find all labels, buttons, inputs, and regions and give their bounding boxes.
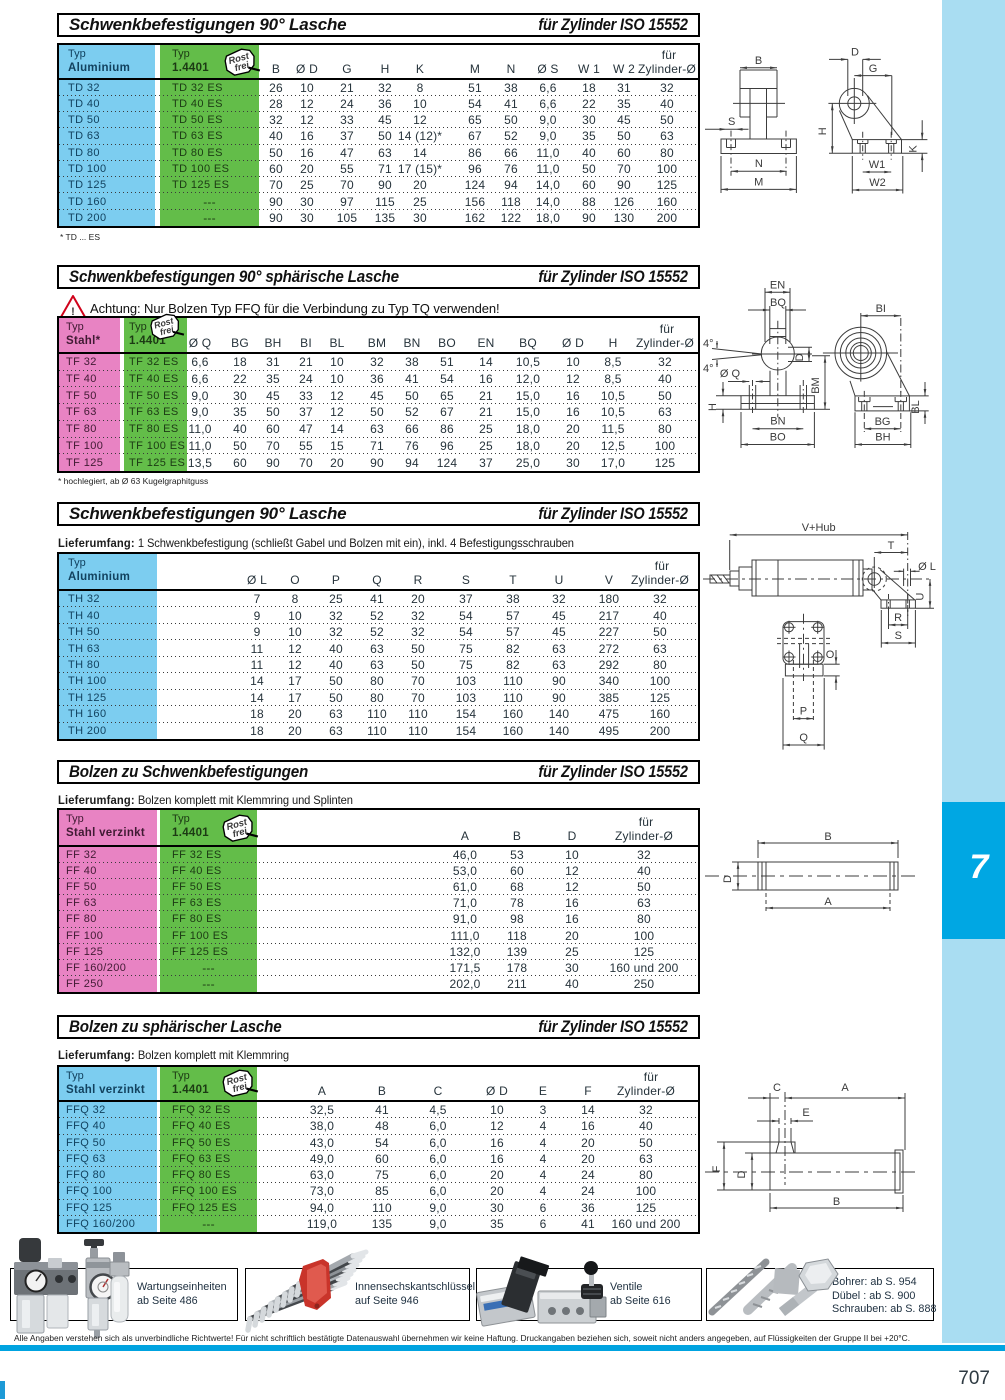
svg-text:U: U bbox=[915, 593, 927, 601]
svg-text:F: F bbox=[711, 1165, 723, 1172]
svg-text:M: M bbox=[754, 177, 763, 189]
svg-text:N: N bbox=[755, 158, 763, 170]
svg-text:BN: BN bbox=[770, 416, 785, 428]
svg-text:EN: EN bbox=[770, 280, 785, 292]
svg-text:4°: 4° bbox=[703, 363, 714, 375]
svg-text:C: C bbox=[773, 1082, 781, 1094]
svg-text:BL: BL bbox=[910, 400, 922, 413]
svg-text:S: S bbox=[728, 116, 735, 128]
svg-text:frei: frei bbox=[231, 825, 248, 839]
svg-text:H: H bbox=[707, 403, 719, 411]
svg-text:R: R bbox=[894, 612, 902, 624]
svg-text:W2: W2 bbox=[869, 177, 886, 189]
svg-text:BI: BI bbox=[876, 303, 886, 315]
svg-text:A: A bbox=[841, 1082, 849, 1094]
svg-text:frei: frei bbox=[233, 59, 250, 73]
svg-text:E: E bbox=[802, 1107, 809, 1119]
svg-text:S: S bbox=[895, 630, 902, 642]
svg-text:W1: W1 bbox=[869, 159, 886, 171]
svg-text:H: H bbox=[817, 127, 829, 135]
svg-text:D: D bbox=[722, 875, 734, 883]
svg-text:B: B bbox=[755, 55, 762, 67]
svg-text:A: A bbox=[824, 896, 832, 908]
svg-text:BH: BH bbox=[875, 432, 890, 444]
svg-text:B: B bbox=[833, 1196, 840, 1208]
svg-text:Q: Q bbox=[799, 732, 808, 744]
svg-text:D: D bbox=[736, 1170, 748, 1178]
svg-text:BG: BG bbox=[875, 416, 891, 428]
svg-text:T: T bbox=[888, 540, 895, 552]
svg-text:B: B bbox=[824, 831, 831, 843]
svg-text:D: D bbox=[794, 353, 806, 361]
svg-text:BO: BO bbox=[770, 432, 786, 444]
svg-text:D: D bbox=[851, 47, 859, 59]
svg-text:V+Hub: V+Hub bbox=[802, 522, 836, 534]
svg-text:4°: 4° bbox=[703, 338, 714, 350]
svg-text:BQ: BQ bbox=[770, 297, 786, 309]
svg-text:Ø L: Ø L bbox=[918, 561, 936, 573]
svg-text:O: O bbox=[826, 649, 835, 661]
svg-text:frei: frei bbox=[231, 1080, 248, 1094]
svg-text:BM: BM bbox=[810, 377, 822, 394]
svg-text:frei: frei bbox=[159, 324, 176, 338]
svg-text:P: P bbox=[800, 706, 807, 718]
svg-text:!: ! bbox=[71, 306, 75, 318]
svg-text:Ø Q: Ø Q bbox=[720, 368, 741, 380]
svg-text:G: G bbox=[869, 63, 878, 75]
svg-text:K: K bbox=[907, 145, 919, 153]
